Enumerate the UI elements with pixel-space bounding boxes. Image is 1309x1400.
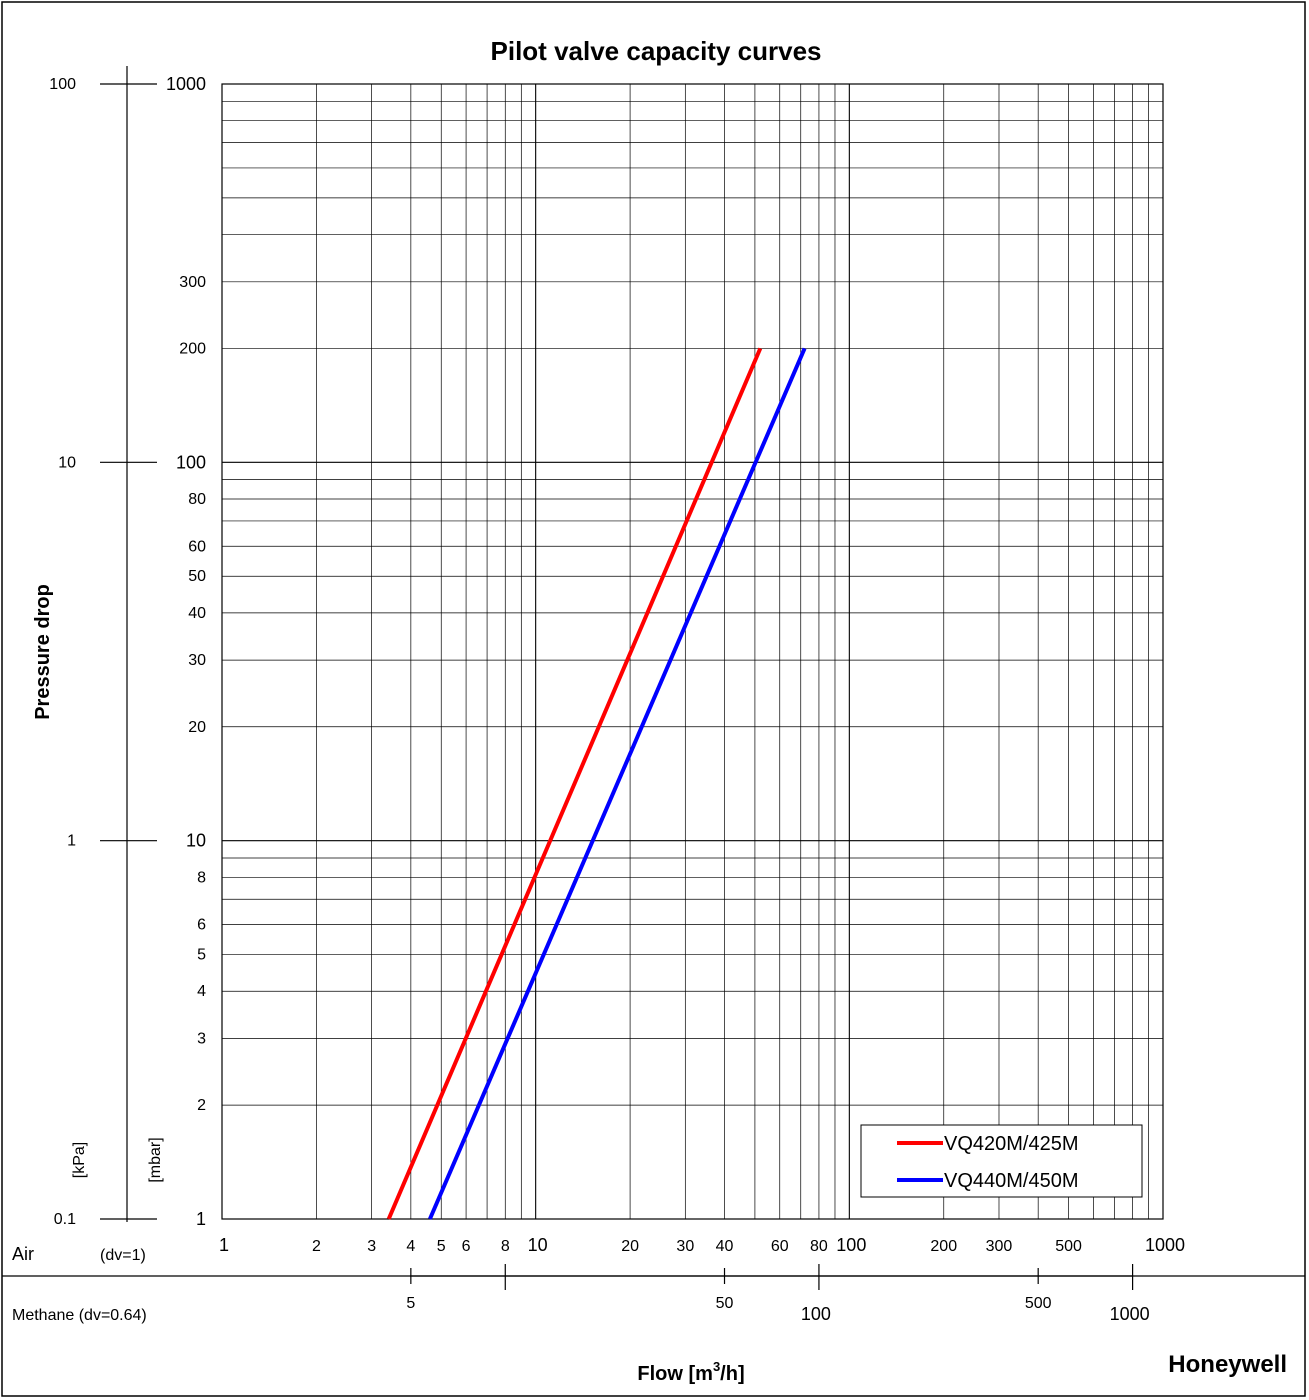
y-tick-label-mbar: 200: [179, 340, 206, 357]
x-tick-label-air: 3: [367, 1238, 376, 1255]
x-tick-label-air: 10: [528, 1235, 548, 1255]
x-axis-title: Flow [m3/h]: [637, 1359, 744, 1385]
plot-area-border: [221, 83, 1164, 1220]
x-tick-label-methane: 500: [1025, 1295, 1052, 1312]
x-tick-label-methane: 50: [716, 1295, 734, 1312]
y-tick-label-mbar: 8: [197, 869, 206, 886]
x-tick-label-air: 8: [501, 1238, 510, 1255]
x-axis-title-sup: 3: [713, 1359, 720, 1374]
legend-label-1: VQ420M/425M: [944, 1133, 1079, 1155]
air-density-label: (dv=1): [100, 1247, 146, 1264]
y-axis-title: Pressure drop: [32, 584, 54, 720]
y-tick-label-mbar: 1000: [166, 74, 206, 94]
y-tick-label-mbar: 40: [188, 605, 206, 622]
legend-label-2: VQ440M/450M: [944, 1170, 1079, 1192]
x-tick-label-air: 1: [219, 1235, 229, 1255]
y-tick-label-mbar: 30: [188, 652, 206, 669]
y-tick-label-kpa: 0.1: [54, 1211, 76, 1228]
honeywell-logo: Honeywell: [1168, 1351, 1287, 1378]
y-tick-label-mbar: 1: [196, 1209, 206, 1229]
x-tick-label-air: 100: [836, 1235, 866, 1255]
air-scale-label: Air: [12, 1244, 34, 1264]
x-tick-label-methane: 1000: [1110, 1304, 1150, 1324]
series-line-1: [386, 347, 763, 1220]
x-axis-title-main: Flow [m: [637, 1363, 713, 1385]
chart-title: Pilot valve capacity curves: [491, 36, 822, 66]
methane-scale-label: Methane (dv=0.64): [12, 1307, 147, 1324]
data-series: [386, 347, 807, 1220]
y-tick-label-mbar: 5: [197, 947, 206, 964]
y-tick-label-mbar: 80: [188, 491, 206, 508]
x-tick-label-air: 40: [716, 1238, 734, 1255]
y-unit-mbar: [mbar]: [147, 1137, 164, 1182]
x-tick-label-air: 80: [810, 1238, 828, 1255]
y-tick-label-mbar: 100: [176, 452, 206, 472]
y-tick-label-mbar: 10: [186, 831, 206, 851]
x-tick-label-air: 2: [312, 1238, 321, 1255]
x-tick-label-air: 5: [437, 1238, 446, 1255]
x-tick-label-methane: 100: [801, 1304, 831, 1324]
y-tick-label-kpa: 10: [58, 454, 76, 471]
legend-box: [860, 1124, 1143, 1198]
x-tick-label-air: 300: [986, 1238, 1013, 1255]
y-tick-label-mbar: 3: [197, 1030, 206, 1047]
y-tick-label-mbar: 2: [197, 1097, 206, 1114]
x-tick-label-air: 200: [930, 1238, 957, 1255]
x-tick-label-air: 1000: [1145, 1235, 1185, 1255]
x-tick-label-air: 4: [406, 1238, 415, 1255]
series-line-2: [428, 347, 807, 1220]
y-tick-label-mbar: 6: [197, 917, 206, 934]
x-tick-label-methane: 5: [406, 1295, 415, 1312]
x-tick-label-air: 500: [1055, 1238, 1082, 1255]
y-tick-label-kpa: 1: [67, 833, 76, 850]
x-tick-label-air: 60: [771, 1238, 789, 1255]
x-tick-label-air: 20: [621, 1238, 639, 1255]
y-unit-kpa: [kPa]: [71, 1142, 88, 1178]
y-tick-label-mbar: 300: [179, 274, 206, 291]
x-tick-label-air: 30: [676, 1238, 694, 1255]
y-tick-label-mbar: 50: [188, 568, 206, 585]
y-tick-label-mbar: 20: [188, 719, 206, 736]
y-axis-scales: 1000 300 200 100 80 60 50 40 30 20 10 8 6 5 4 3 2 1 100 10 1…: [49, 66, 206, 1229]
y-tick-label-mbar: 4: [197, 983, 206, 1000]
x-tick-label-air: 6: [462, 1238, 471, 1255]
legend: VQ420M/425M VQ440M/450M: [860, 1124, 1143, 1198]
x-axis-title-end: /h]: [720, 1363, 744, 1385]
y-tick-label-mbar: 60: [188, 538, 206, 555]
y-tick-label-kpa: 100: [49, 76, 76, 93]
